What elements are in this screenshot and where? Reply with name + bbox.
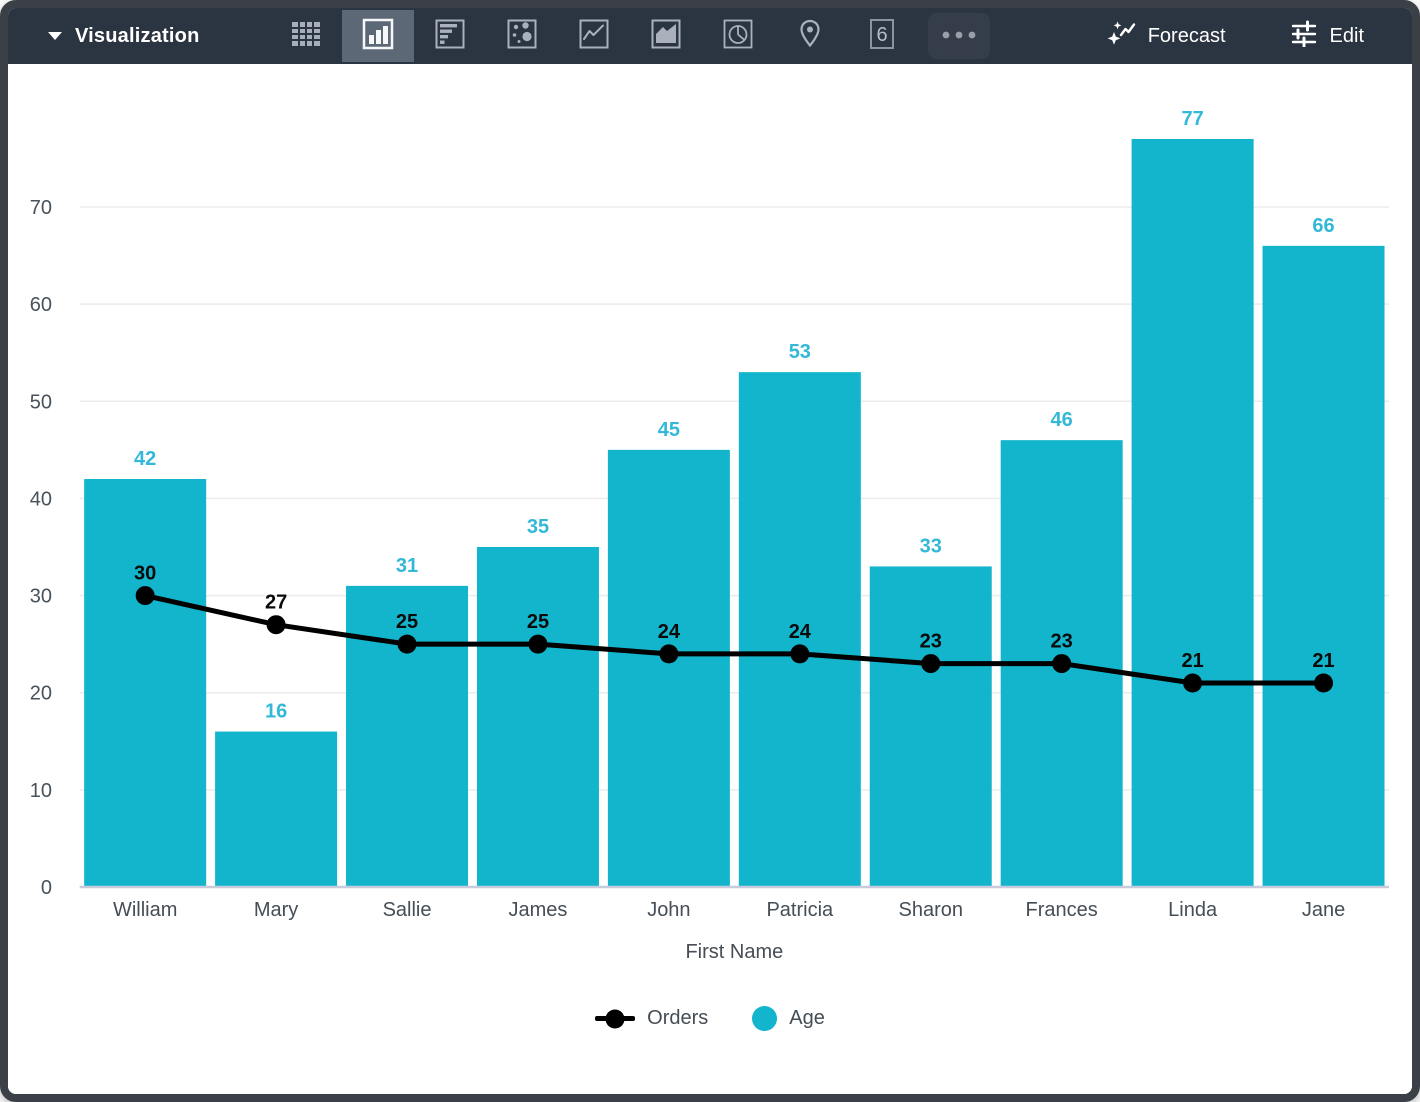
orders-point-Frances[interactable] [1052, 654, 1072, 674]
orders-point-William[interactable] [135, 586, 155, 606]
orders-line[interactable] [142, 593, 1327, 686]
pie-chart-icon [723, 19, 753, 54]
x-tick-label: William [113, 899, 177, 921]
orders-point-Patricia[interactable] [790, 644, 810, 664]
age-bar-Patricia[interactable] [738, 372, 861, 888]
orders-point-label: 23 [1051, 631, 1073, 653]
orders-line-marker-icon [595, 1009, 636, 1028]
orders-point-James[interactable] [528, 634, 548, 654]
x-tick-label: John [647, 899, 690, 921]
viz-type-switcher: 6 [270, 8, 990, 64]
tune-icon [1290, 19, 1318, 53]
x-tick-label: Patricia [766, 899, 834, 921]
table-icon [290, 20, 322, 53]
viz-type-more-button[interactable] [927, 13, 990, 59]
age-bar-William[interactable] [84, 479, 207, 887]
orders-point-label: 23 [920, 631, 942, 653]
bar-chart-icon [435, 19, 465, 54]
edit-button[interactable]: Edit [1290, 19, 1364, 53]
age-bar-label: 33 [920, 535, 942, 557]
x-tick-label: Sallie [383, 899, 432, 921]
svg-text:6: 6 [876, 24, 887, 46]
orders-point-label: 25 [396, 611, 418, 633]
orders-point-Mary[interactable] [266, 615, 286, 635]
orders-point-Linda[interactable] [1183, 673, 1203, 693]
x-tick-label: Sharon [898, 899, 963, 921]
x-axis-title: First Name [685, 941, 783, 963]
orders-point-label: 24 [658, 621, 681, 643]
age-bar-John[interactable] [607, 449, 730, 887]
orders-point-label: 27 [265, 592, 287, 614]
chevron-down-icon[interactable] [48, 32, 62, 40]
age-bar-Sharon[interactable] [869, 566, 992, 887]
orders-point-Jane[interactable] [1314, 673, 1334, 693]
y-tick-label: 10 [30, 780, 52, 802]
age-bar-Mary[interactable] [215, 731, 338, 887]
y-tick-label: 60 [30, 294, 52, 316]
age-bar-label: 35 [527, 516, 549, 538]
single-value-icon: 6 [868, 18, 896, 55]
panel-title[interactable]: Visualization [75, 24, 200, 47]
edit-button-label: Edit [1329, 24, 1364, 47]
x-tick-label: Mary [254, 899, 298, 921]
age-bar-label: 53 [789, 341, 811, 363]
viz-type-map-button[interactable] [774, 10, 846, 62]
forecast-button[interactable]: Forecast [1106, 18, 1226, 54]
age-bar-Linda[interactable] [1131, 139, 1254, 887]
orders-point-label: 24 [789, 621, 812, 643]
orders-point-Sharon[interactable] [921, 654, 941, 674]
legend-item-orders[interactable]: Orders [595, 1007, 708, 1030]
chart-area: 42 16 31 35 45 53 33 46 77 66 30 27 25 25 24 24 23 23 21 21… [8, 64, 1412, 1094]
legend-label-orders: Orders [647, 1007, 709, 1029]
age-bar-label: 16 [265, 701, 287, 723]
area-chart-icon [651, 19, 681, 54]
viz-type-line-button[interactable] [558, 10, 630, 62]
visualization-toolbar: Visualization [8, 8, 1412, 64]
chart-legend: Orders Age [8, 1006, 1412, 1031]
viz-type-area-button[interactable] [630, 10, 702, 62]
orders-point-label: 21 [1312, 650, 1334, 672]
x-tick-label: Frances [1026, 899, 1098, 921]
y-tick-label: 0 [41, 877, 52, 899]
age-bar-label: 42 [134, 448, 156, 470]
age-bar-label: 45 [658, 419, 680, 441]
viz-type-bar-button[interactable] [414, 10, 486, 62]
viz-type-scatter-button[interactable] [486, 10, 558, 62]
scatter-chart-icon [507, 19, 537, 54]
age-bar-Jane[interactable] [1262, 245, 1385, 887]
age-bar-label: 46 [1051, 409, 1073, 431]
sparkle-icon [1106, 18, 1136, 54]
y-tick-label: 50 [30, 391, 52, 413]
orders-point-label: 30 [134, 563, 156, 585]
ellipsis-icon [939, 27, 979, 45]
viz-type-column-button[interactable] [341, 10, 414, 62]
x-tick-label: James [509, 899, 568, 921]
viz-type-pie-button[interactable] [702, 10, 774, 62]
column-chart-icon [362, 18, 394, 55]
x-tick-label: Jane [1302, 899, 1345, 921]
forecast-button-label: Forecast [1147, 24, 1226, 47]
viz-type-table-button[interactable] [270, 10, 342, 62]
orders-point-Sallie[interactable] [397, 634, 417, 654]
y-tick-label: 20 [30, 683, 52, 705]
y-tick-label: 30 [30, 586, 52, 608]
viz-type-single-value-button[interactable]: 6 [846, 10, 918, 62]
line-chart-icon [579, 19, 609, 54]
x-tick-label: Linda [1168, 899, 1218, 921]
age-bar-label: 31 [396, 555, 418, 577]
y-tick-label: 40 [30, 488, 52, 510]
combo-chart[interactable]: 42 16 31 35 45 53 33 46 77 66 30 27 25 25 24 24 23 23 21 21… [8, 64, 1412, 976]
age-bar-label: 66 [1312, 215, 1334, 237]
orders-point-label: 21 [1181, 650, 1203, 672]
age-circle-marker-icon [752, 1006, 778, 1031]
map-pin-icon [797, 18, 823, 55]
legend-label-age: Age [789, 1007, 825, 1029]
legend-item-age[interactable]: Age [752, 1006, 825, 1031]
y-tick-label: 70 [30, 197, 52, 219]
age-bar-label: 77 [1181, 108, 1203, 130]
age-bar-James[interactable] [476, 547, 599, 887]
orders-point-label: 25 [527, 611, 549, 633]
orders-point-John[interactable] [659, 644, 679, 664]
